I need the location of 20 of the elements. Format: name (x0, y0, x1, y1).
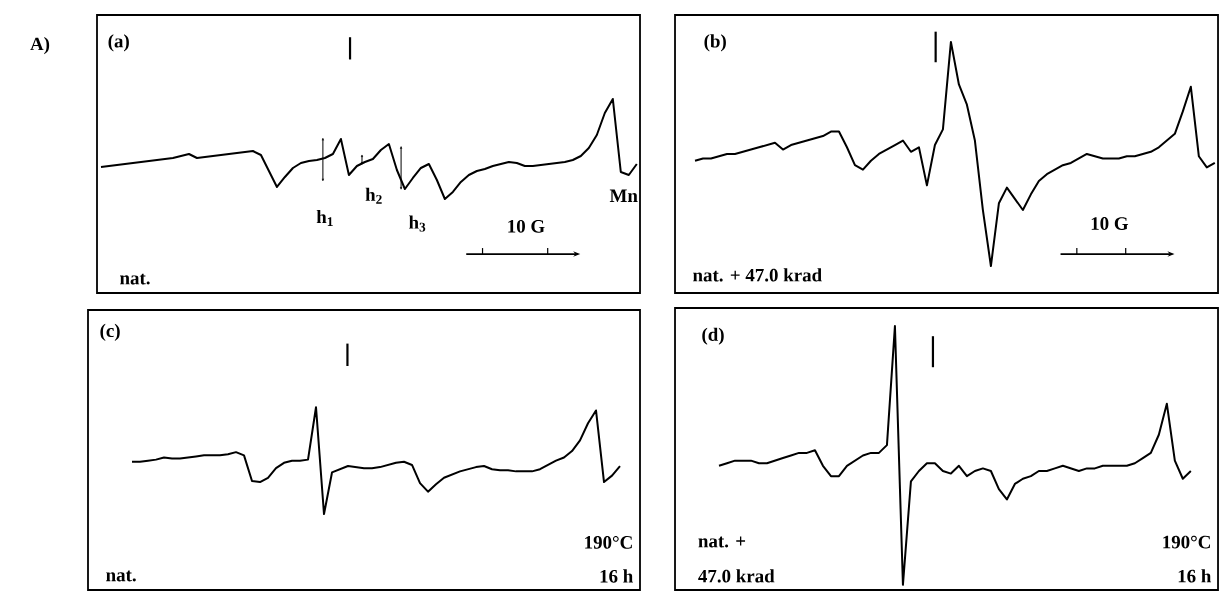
annotation: 47.0 krad (698, 569, 775, 583)
annotation: Mn (609, 189, 638, 202)
annotation: nat. + (698, 536, 746, 548)
annotation: (d) (702, 327, 724, 345)
text: h$_{3}$ (409, 215, 426, 232)
text: 190°C (585, 536, 632, 549)
annotation: 10 G (1091, 217, 1129, 230)
text: nat. (106, 570, 136, 582)
text: nat. + 47.0 krad (693, 268, 822, 282)
text: 16 h (600, 569, 633, 583)
text: h$_{1}$ (316, 209, 333, 226)
text: (c) (100, 323, 120, 341)
text: nat. (120, 273, 150, 285)
text: A) (30, 37, 50, 55)
text: (a) (108, 34, 129, 52)
annotation: (b) (704, 34, 726, 52)
text: 10 G (508, 219, 545, 233)
annotation: 16 h (1178, 569, 1212, 583)
annotation: h$_{2}$ (365, 187, 382, 204)
annotation: 190°C (1163, 535, 1210, 549)
